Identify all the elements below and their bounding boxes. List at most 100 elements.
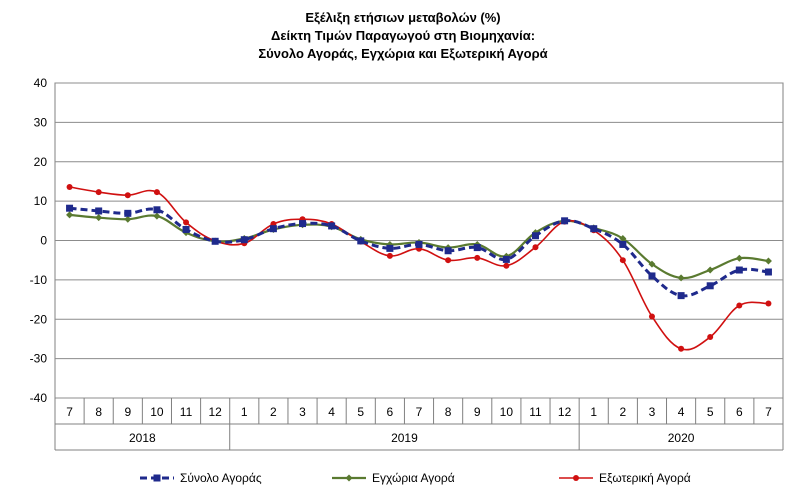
data-point — [269, 225, 277, 233]
y-tick-label: 40 — [34, 76, 48, 90]
data-point — [95, 207, 103, 215]
data-point — [240, 236, 248, 244]
data-point — [95, 189, 102, 196]
data-point — [444, 247, 452, 255]
x-tick-label: 1 — [590, 405, 597, 419]
data-point — [764, 268, 772, 276]
data-point — [66, 204, 74, 212]
legend-marker — [153, 474, 161, 482]
x-tick-label: 8 — [95, 405, 102, 419]
data-point — [648, 272, 656, 280]
data-point — [619, 257, 626, 264]
y-tick-label: 30 — [34, 115, 48, 129]
x-tick-label: 12 — [558, 405, 572, 419]
legend-label: Εξωτερική Αγορά — [599, 471, 691, 485]
x-tick-label: 1 — [241, 405, 248, 419]
data-point — [532, 244, 539, 251]
x-tick-label: 4 — [328, 405, 335, 419]
data-point — [503, 262, 510, 269]
data-point — [502, 255, 510, 263]
legend-item-total-market: Σύνολο Αγοράς — [140, 471, 262, 485]
x-tick-label: 6 — [736, 405, 743, 419]
legend-label: Σύνολο Αγοράς — [180, 471, 262, 485]
y-tick-label: -20 — [30, 312, 48, 326]
y-tick-label: 0 — [40, 234, 47, 248]
data-point — [124, 215, 132, 223]
data-point — [707, 333, 714, 340]
x-tick-label: 3 — [299, 405, 306, 419]
legend-item-foreign-market: Εξωτερική Αγορά — [559, 471, 691, 485]
data-point — [648, 313, 655, 320]
x-tick-label: 3 — [649, 405, 656, 419]
x-tick-label: 2 — [270, 405, 277, 419]
data-point — [736, 302, 743, 309]
x-tick-label: 8 — [445, 405, 452, 419]
data-point — [735, 266, 743, 274]
data-point — [124, 192, 131, 199]
legend-marker — [345, 474, 353, 482]
series-layer — [66, 183, 772, 352]
x-tick-label: 5 — [357, 405, 364, 419]
data-point — [153, 206, 161, 214]
chart-title-line-2: Δείκτη Τιμών Παραγωγού στη Βιομηχανία: — [270, 28, 536, 43]
x-tick-label: 12 — [208, 405, 222, 419]
data-point — [153, 189, 160, 196]
x-tick-label: 5 — [707, 405, 714, 419]
y-tick-label: -30 — [30, 352, 48, 366]
chart-title-line-3: Σύνολο Αγοράς, Εγχώρια και Εξωτερική Αγο… — [258, 46, 548, 61]
y-tick-label: 10 — [34, 194, 48, 208]
data-point — [765, 300, 772, 307]
x-tick-label: 7 — [765, 405, 772, 419]
data-point — [299, 220, 307, 228]
data-point — [415, 240, 423, 248]
data-point — [706, 266, 714, 274]
data-point — [66, 183, 73, 190]
x-tick-label: 7 — [66, 405, 73, 419]
legend-marker — [573, 475, 579, 481]
data-point — [473, 244, 481, 252]
year-label: 2018 — [129, 431, 156, 445]
data-point — [445, 257, 452, 264]
legend-item-domestic-market: Εγχώρια Αγορά — [332, 471, 455, 485]
data-point — [386, 252, 393, 259]
y-tick-label: -40 — [30, 391, 48, 405]
x-tick-label: 10 — [150, 405, 164, 419]
data-point — [153, 212, 161, 220]
data-point — [328, 222, 336, 230]
data-point — [677, 292, 685, 300]
data-point — [590, 225, 598, 233]
data-point — [183, 219, 190, 226]
data-point — [648, 260, 656, 268]
y-tick-label: -10 — [30, 273, 48, 287]
data-point — [211, 237, 219, 245]
data-point — [66, 211, 74, 219]
data-point — [735, 254, 743, 262]
series-total-market — [66, 204, 772, 300]
legend: Σύνολο Αγοράς Εγχώρια Αγορά Εξωτερική Αγορ… — [140, 471, 691, 485]
y-tick-label: 20 — [34, 155, 48, 169]
data-point — [678, 345, 685, 352]
x-tick-label: 9 — [474, 405, 481, 419]
x-tick-label: 6 — [387, 405, 394, 419]
data-point — [182, 225, 190, 233]
x-tick-label: 11 — [529, 405, 542, 419]
data-point — [531, 232, 539, 240]
data-point — [357, 237, 365, 245]
data-point — [386, 244, 394, 252]
x-tick-label: 4 — [678, 405, 685, 419]
data-point — [764, 257, 772, 265]
chart-title-line-1: Εξέλιξη ετήσιων μεταβολών (%) — [305, 10, 501, 25]
legend-label: Εγχώρια Αγορά — [372, 471, 455, 485]
x-tick-label: 9 — [124, 405, 131, 419]
data-point — [619, 240, 627, 248]
data-point — [706, 282, 714, 290]
x-tick-label: 10 — [500, 405, 514, 419]
data-point — [619, 235, 627, 243]
year-label: 2020 — [668, 431, 695, 445]
data-point — [95, 214, 103, 222]
x-tick-label: 2 — [619, 405, 626, 419]
data-point — [124, 209, 132, 217]
